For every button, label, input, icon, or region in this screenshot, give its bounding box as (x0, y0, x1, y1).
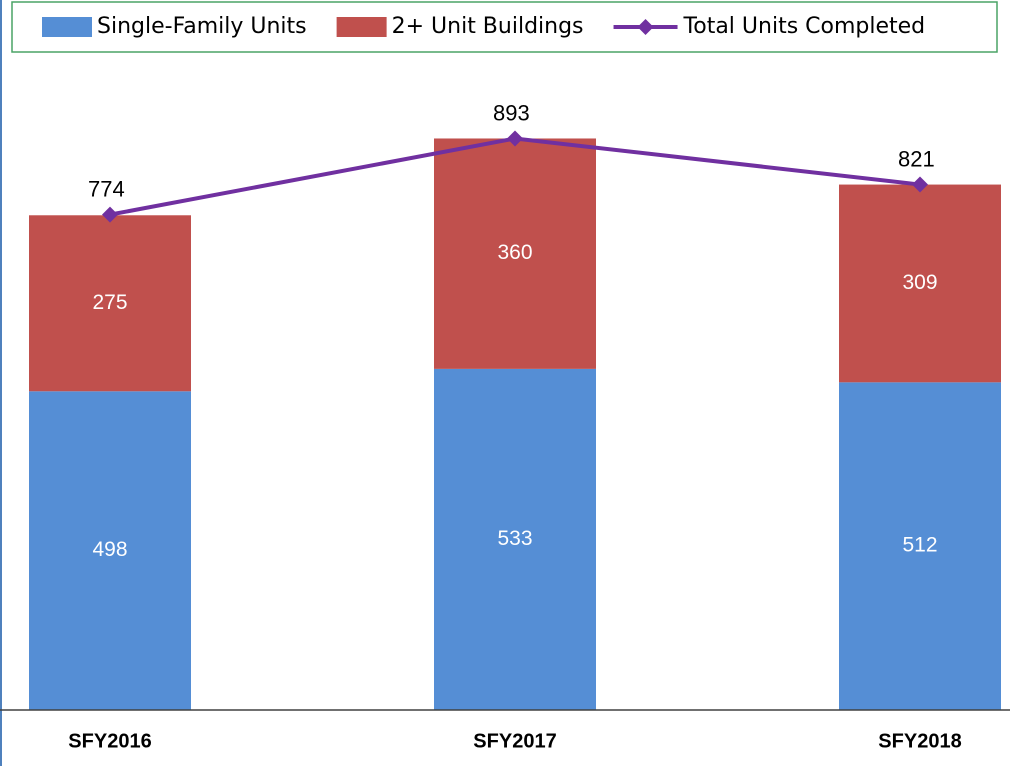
total-value-label: 893 (493, 100, 530, 125)
total-marker (912, 176, 928, 193)
legend-label: 2+ Unit Buildings (392, 14, 584, 39)
x-tick-label: SFY2018 (878, 730, 961, 752)
bar-value-label: 360 (497, 241, 532, 264)
legend-box (11, 1, 998, 53)
x-tick-label: SFY2016 (68, 730, 151, 752)
legend-swatch (42, 17, 92, 37)
bar-value-label: 275 (92, 291, 127, 314)
total-value-label: 774 (88, 176, 125, 201)
legend-marker (637, 19, 654, 35)
legend-label: Total Units Completed (683, 14, 926, 39)
bar-segment (29, 215, 191, 392)
x-tick-label: SFY2017 (473, 730, 556, 752)
bar-segment (434, 368, 596, 710)
bar-value-label: 309 (902, 271, 937, 294)
bar-segment (839, 184, 1001, 383)
bar-value-label: 533 (497, 527, 532, 550)
legend-swatch (336, 17, 387, 37)
total-marker (102, 206, 118, 223)
bar-value-label: 512 (902, 534, 937, 557)
total-value-label: 821 (898, 146, 935, 171)
legend-label: Single-Family Units (97, 14, 307, 39)
bar-segment (29, 391, 191, 710)
bar-segment (434, 138, 596, 369)
total-marker (507, 130, 523, 147)
bar-segment (839, 382, 1001, 710)
bar-value-label: 498 (92, 538, 127, 561)
